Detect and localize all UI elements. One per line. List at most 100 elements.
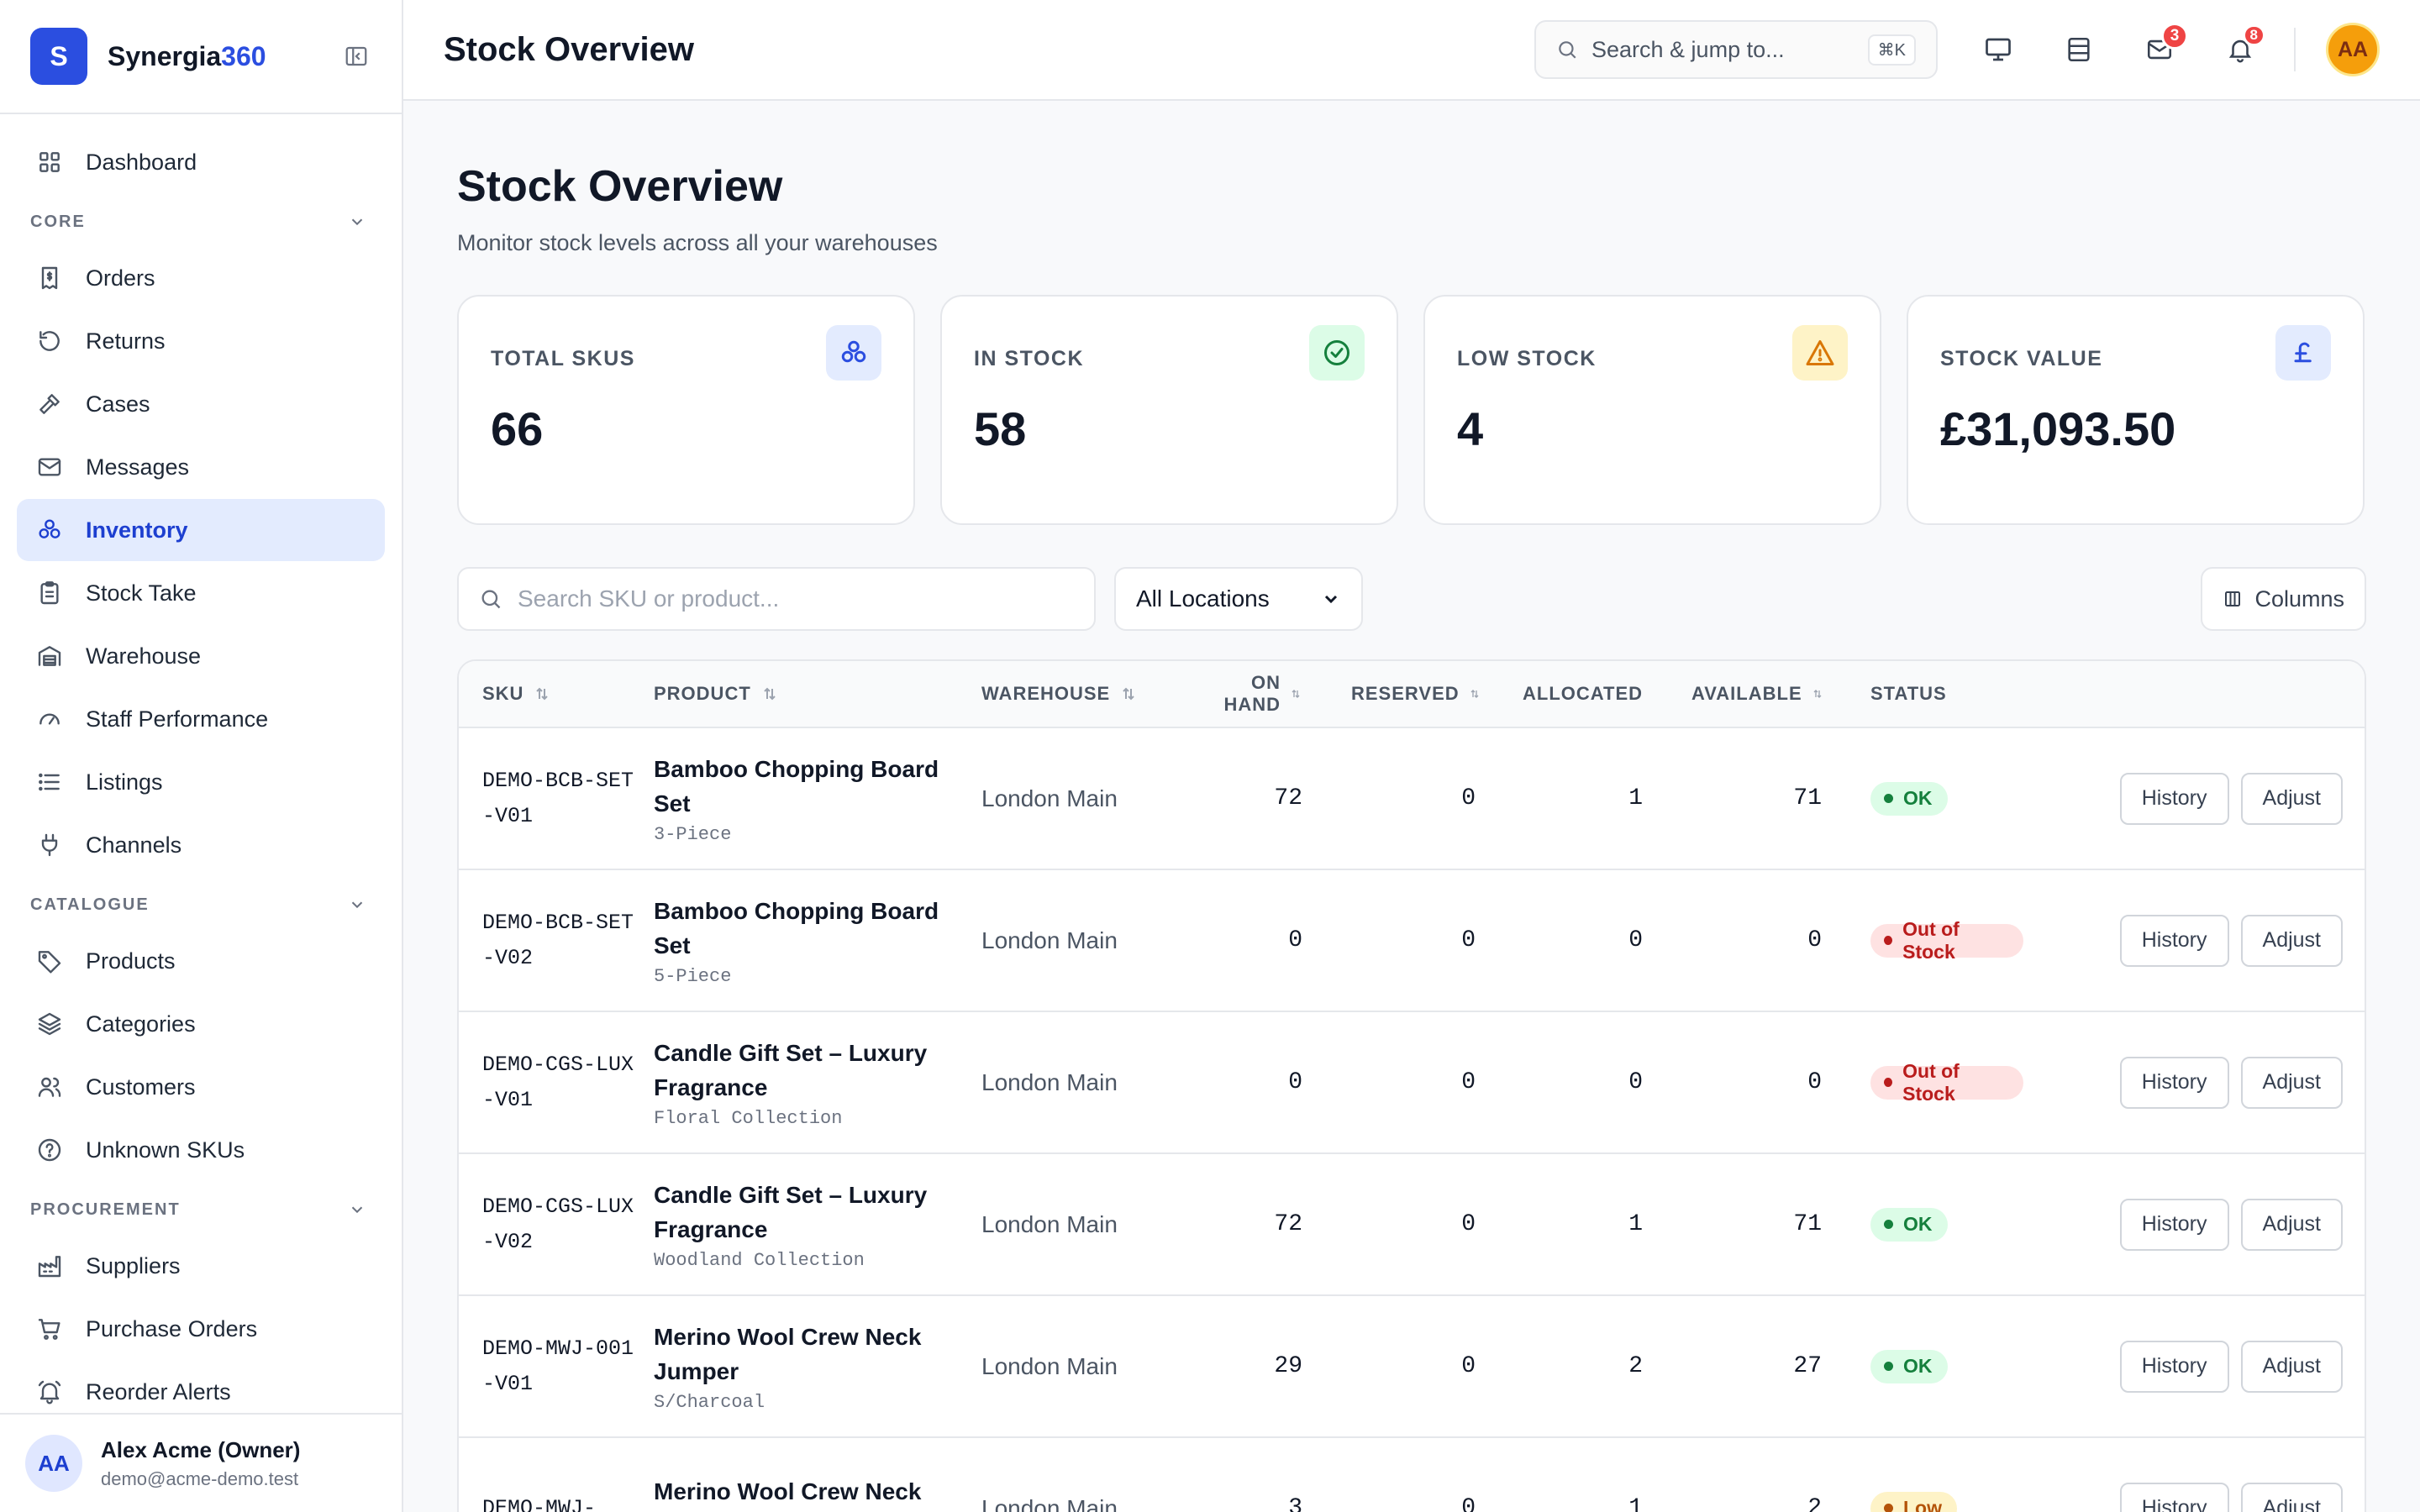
status-dot bbox=[1884, 1078, 1893, 1087]
adjust-button[interactable]: Adjust bbox=[2240, 914, 2343, 967]
section-label: CATALOGUE bbox=[30, 895, 150, 914]
sidebar-item-messages[interactable]: Messages bbox=[17, 436, 385, 498]
sidebar-item-inventory[interactable]: Inventory bbox=[17, 499, 385, 561]
table-row[interactable]: DEMO-BCB-SET-V01 Bamboo Chopping Board Se… bbox=[459, 728, 2365, 870]
sidebar-item-purchase-orders[interactable]: Purchase Orders bbox=[17, 1298, 385, 1360]
sidebar-item-orders[interactable]: Orders bbox=[17, 247, 385, 309]
stat-card-in-stock: IN STOCK 58 bbox=[940, 295, 1398, 525]
sidebar-collapse-icon[interactable] bbox=[341, 41, 371, 71]
sort-icon bbox=[1468, 687, 1481, 701]
product-name[interactable]: Candle Gift Set – Luxury Fragrance bbox=[654, 1040, 928, 1100]
status-cell: OK bbox=[1822, 781, 2023, 816]
product-name[interactable]: Candle Gift Set – Luxury Fragrance bbox=[654, 1182, 928, 1242]
sidebar-item-listings[interactable]: Listings bbox=[17, 751, 385, 813]
sidebar-item-suppliers[interactable]: Suppliers bbox=[17, 1235, 385, 1297]
allocated-cell: 0 bbox=[1628, 927, 1643, 953]
sidebar-item-categories[interactable]: Categories bbox=[17, 993, 385, 1055]
warehouse-cell: London Main bbox=[981, 1352, 1118, 1379]
on-hand-cell: 72 bbox=[1274, 1211, 1302, 1237]
th-available[interactable]: AVAILABLE bbox=[1643, 683, 1822, 705]
history-button[interactable]: History bbox=[2119, 1340, 2229, 1393]
product-name[interactable]: Bamboo Chopping Board Set bbox=[654, 756, 939, 816]
history-button[interactable]: History bbox=[2119, 1482, 2229, 1512]
table-row[interactable]: DEMO-MWJ-001-V01 Merino Wool Crew Neck Ju… bbox=[459, 1296, 2365, 1438]
table-row[interactable]: DEMO-MWJ- Merino Wool Crew Neck Jumper Lon… bbox=[459, 1438, 2365, 1512]
sidebar-item-returns[interactable]: Returns bbox=[17, 310, 385, 372]
sidebar-item-label: Channels bbox=[86, 832, 182, 858]
mail-icon bbox=[35, 453, 64, 481]
th-warehouse[interactable]: WAREHOUSE bbox=[981, 683, 1190, 705]
table-row[interactable]: DEMO-BCB-SET-V02 Bamboo Chopping Board Se… bbox=[459, 870, 2365, 1012]
adjust-button[interactable]: Adjust bbox=[2240, 1340, 2343, 1393]
sidebar-item-customers[interactable]: Customers bbox=[17, 1056, 385, 1118]
sidebar-item-unknown-skus[interactable]: Unknown SKUs bbox=[17, 1119, 385, 1181]
reserved-cell: 0 bbox=[1461, 927, 1476, 953]
sidebar: S Synergia360 Dashboard CORE Orders Returns… bbox=[0, 0, 403, 1512]
sku-search-input[interactable] bbox=[518, 585, 1055, 612]
section-core[interactable]: CORE bbox=[17, 197, 385, 247]
sidebar-item-stock-take[interactable]: Stock Take bbox=[17, 562, 385, 624]
sidebar-item-warehouse[interactable]: Warehouse bbox=[17, 625, 385, 687]
adjust-button[interactable]: Adjust bbox=[2240, 772, 2343, 825]
sidebar-item-label: Cases bbox=[86, 391, 150, 417]
sort-icon bbox=[1289, 687, 1302, 701]
brand-logo[interactable]: S bbox=[30, 28, 87, 85]
product-name[interactable]: Merino Wool Crew Neck Jumper bbox=[654, 1478, 922, 1504]
available-cell: 0 bbox=[1807, 927, 1822, 953]
table-row[interactable]: DEMO-CGS-LUX-V02 Candle Gift Set – Luxury… bbox=[459, 1154, 2365, 1296]
topbar: Stock Overview Search & jump to... ⌘K 3 … bbox=[403, 0, 2420, 101]
warehouse-cell: London Main bbox=[981, 1068, 1118, 1095]
reserved-cell: 0 bbox=[1461, 1069, 1476, 1095]
status-label: OK bbox=[1903, 1213, 1933, 1235]
global-search[interactable]: Search & jump to... ⌘K bbox=[1534, 20, 1938, 79]
filters-bar: All Locations Columns bbox=[457, 567, 2366, 631]
history-button[interactable]: History bbox=[2119, 1198, 2229, 1251]
factory-icon bbox=[35, 1252, 64, 1280]
mail-icon[interactable]: 3 bbox=[2139, 23, 2188, 70]
product-name[interactable]: Bamboo Chopping Board Set bbox=[654, 898, 939, 958]
th-product[interactable]: PRODUCT bbox=[654, 683, 981, 705]
product-cell: Candle Gift Set – Luxury Fragrance Floral… bbox=[654, 1036, 981, 1129]
sidebar-item-label: Products bbox=[86, 948, 176, 974]
sku-search[interactable] bbox=[457, 567, 1096, 631]
sidebar-item-reorder-alerts[interactable]: Reorder Alerts bbox=[17, 1361, 385, 1423]
history-button[interactable]: History bbox=[2119, 914, 2229, 967]
sidebar-item-channels[interactable]: Channels bbox=[17, 814, 385, 876]
available-cell: 71 bbox=[1793, 785, 1822, 811]
table-row[interactable]: DEMO-CGS-LUX-V01 Candle Gift Set – Luxury… bbox=[459, 1012, 2365, 1154]
sidebar-item-cases[interactable]: Cases bbox=[17, 373, 385, 435]
adjust-button[interactable]: Adjust bbox=[2240, 1198, 2343, 1251]
stat-value: 66 bbox=[491, 402, 544, 455]
sidebar-item-products[interactable]: Products bbox=[17, 930, 385, 992]
allocated-cell: 1 bbox=[1628, 785, 1643, 811]
warehouse-cell: London Main bbox=[981, 1494, 1118, 1512]
avatar: AA bbox=[25, 1435, 82, 1492]
reserved-cell: 0 bbox=[1461, 1211, 1476, 1237]
reserved-cell: 0 bbox=[1461, 1353, 1476, 1379]
th-reserved[interactable]: RESERVED bbox=[1302, 683, 1479, 705]
bell-icon[interactable]: 8 bbox=[2220, 24, 2265, 70]
product-name[interactable]: Merino Wool Crew Neck Jumper bbox=[654, 1324, 922, 1384]
layout-icon[interactable] bbox=[2059, 29, 2099, 70]
monitor-icon[interactable] bbox=[1978, 29, 2018, 70]
location-select[interactable]: All Locations bbox=[1114, 567, 1363, 631]
status-dot bbox=[1884, 794, 1893, 803]
th-allocated[interactable]: ALLOCATED bbox=[1476, 683, 1643, 705]
th-on-hand[interactable]: ON HAND bbox=[1190, 672, 1302, 716]
stat-label: STOCK VALUE bbox=[1940, 347, 2103, 370]
adjust-button[interactable]: Adjust bbox=[2240, 1482, 2343, 1512]
section-catalogue[interactable]: CATALOGUE bbox=[17, 879, 385, 930]
section-procurement[interactable]: PROCUREMENT bbox=[17, 1184, 385, 1235]
sidebar-nav: Dashboard CORE Orders Returns Cases Messages I… bbox=[0, 114, 402, 1423]
th-sku[interactable]: SKU bbox=[459, 683, 654, 705]
user-profile[interactable]: AA Alex Acme (Owner) demo@acme-demo.test bbox=[0, 1413, 402, 1512]
sidebar-item-staff-performance[interactable]: Staff Performance bbox=[17, 688, 385, 750]
sidebar-item-dashboard[interactable]: Dashboard bbox=[17, 131, 385, 193]
columns-button[interactable]: Columns bbox=[2201, 567, 2366, 631]
history-button[interactable]: History bbox=[2119, 772, 2229, 825]
adjust-button[interactable]: Adjust bbox=[2240, 1056, 2343, 1109]
columns-icon bbox=[2223, 589, 2243, 609]
history-button[interactable]: History bbox=[2119, 1056, 2229, 1109]
top-avatar[interactable]: AA bbox=[2326, 23, 2380, 76]
brand-name[interactable]: Synergia360 bbox=[108, 41, 266, 72]
